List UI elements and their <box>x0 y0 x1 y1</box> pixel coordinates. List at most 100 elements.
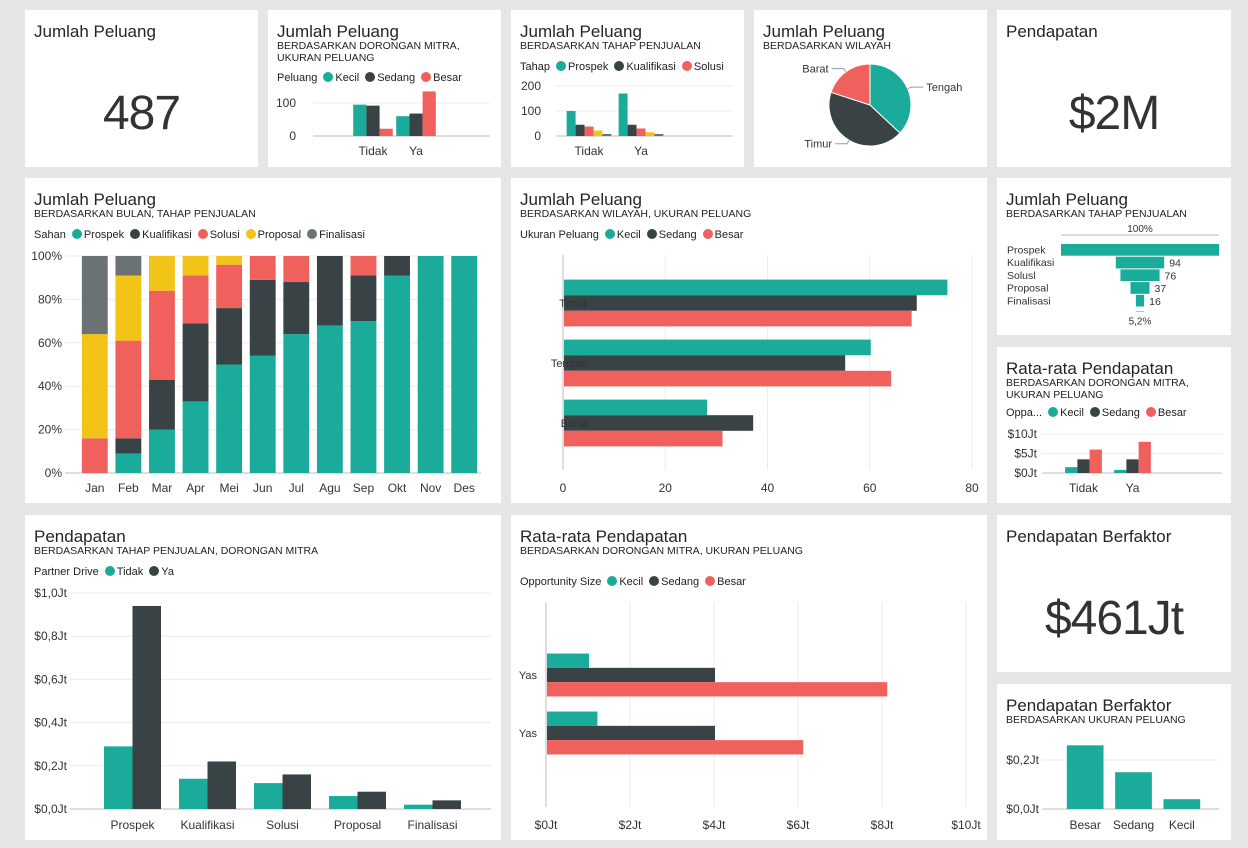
legend-item-proposal[interactable]: Proposal <box>245 229 301 241</box>
bar-solusi[interactable] <box>182 275 209 324</box>
bar-ya[interactable] <box>207 761 237 809</box>
bar-kualifikasi[interactable] <box>283 282 310 335</box>
bar-kualifikasi[interactable] <box>384 256 410 276</box>
funnel-bar-finalisasi[interactable] <box>1135 294 1145 307</box>
bar-prospek[interactable] <box>384 275 410 473</box>
bar-kecil[interactable] <box>1065 467 1078 473</box>
bar-tidak[interactable] <box>254 783 283 809</box>
bar-prospek[interactable] <box>350 321 377 473</box>
bar-kecil[interactable] <box>564 339 871 356</box>
bar-pendapatan-berfaktor[interactable] <box>1115 772 1152 809</box>
bar-besar[interactable] <box>547 740 804 755</box>
bar-kualifikasi[interactable] <box>249 279 276 356</box>
bar-besar[interactable] <box>564 310 912 327</box>
bar-kualifikasi[interactable] <box>627 124 637 136</box>
bar-proposal[interactable] <box>645 132 655 136</box>
bar-kecil[interactable] <box>353 104 367 136</box>
bar-tidak[interactable] <box>329 796 358 809</box>
bar-finalisasi[interactable] <box>602 134 612 136</box>
bar-prospek[interactable] <box>182 401 209 473</box>
bar-solusi[interactable] <box>216 264 243 309</box>
chart-card-peluang-bulan[interactable]: 0% 20% 40% 60% 80% 100% Jan Feb Mar Apr Mei Jun Jul A… <box>25 178 501 503</box>
bar-proposal[interactable] <box>593 130 603 137</box>
legend-item-finalisasi[interactable]: Finalisasi <box>307 229 365 241</box>
bar-kualifikasi[interactable] <box>115 438 142 454</box>
bar-prospek[interactable] <box>566 111 576 136</box>
bar-sedang[interactable] <box>366 105 380 136</box>
legend-item-kecil[interactable]: Kecil <box>607 576 643 588</box>
bar-sedang[interactable] <box>1126 459 1139 473</box>
bar-solusi[interactable] <box>636 128 646 137</box>
bar-solusi[interactable] <box>81 438 108 473</box>
funnel-bar-kualifikasi[interactable] <box>1115 256 1165 269</box>
funnel-bar-prospek[interactable] <box>1061 244 1219 256</box>
kpi-card-jumlah-peluang[interactable]: Jumlah Peluang 487 <box>25 10 258 167</box>
bar-prospek[interactable] <box>216 364 243 474</box>
bar-solusi[interactable] <box>283 256 310 283</box>
bar-sedang[interactable] <box>564 415 754 431</box>
bar-solusi[interactable] <box>584 126 594 137</box>
chart-card-peluang-wilayah[interactable]: Tengah Timur Barat Jumlah Peluang BERDASAR… <box>754 10 987 167</box>
legend-item-prospek[interactable]: Prospek <box>71 229 124 241</box>
legend-item-kualifikasi[interactable]: Kualifikasi <box>614 61 676 73</box>
legend-item-besar[interactable]: Besar <box>705 576 746 588</box>
legend-item-sedang[interactable]: Sedang <box>365 72 415 84</box>
bar-tidak[interactable] <box>404 804 433 809</box>
bar-kecil[interactable] <box>547 653 589 668</box>
chart-card-pendapatan-tahap[interactable]: $0,0Jt $0,2Jt $0,4Jt $0,6Jt $0,8Jt $1,0Jt Pros… <box>25 515 501 840</box>
bar-proposal[interactable] <box>115 275 142 341</box>
bar-kualifikasi[interactable] <box>575 124 585 136</box>
bar-ya[interactable] <box>357 791 387 809</box>
bar-sedang[interactable] <box>564 355 846 371</box>
bar-kualifikasi[interactable] <box>216 308 243 365</box>
kpi-card-pendapatan-berfaktor[interactable]: Pendapatan Berfaktor $461Jt <box>997 515 1231 672</box>
bar-besar[interactable] <box>422 91 436 136</box>
legend-item-besar[interactable]: Besar <box>1145 407 1187 419</box>
bar-besar[interactable] <box>564 370 892 387</box>
chart-card-berfaktor-ukuran[interactable]: $0,0Jt $0,2Jt Besar Sedang Kecil Pendapatan … <box>997 684 1231 840</box>
bar-solusi[interactable] <box>249 256 276 280</box>
bar-solusi[interactable] <box>115 340 142 439</box>
bar-sedang[interactable] <box>1077 459 1090 473</box>
bar-solusi[interactable] <box>149 290 175 380</box>
pie-slice-barat[interactable] <box>830 63 871 106</box>
bar-prospek[interactable] <box>618 93 628 137</box>
bar-kecil[interactable] <box>564 399 708 416</box>
bar-besar[interactable] <box>379 128 393 136</box>
bar-besar[interactable] <box>1138 441 1151 473</box>
bar-prospek[interactable] <box>283 334 310 473</box>
bar-solusi[interactable] <box>350 256 377 276</box>
bar-finalisasi[interactable] <box>654 134 664 136</box>
chart-card-rata-pendapatan-small[interactable]: $0Jt $5Jt $10Jt Tidak Ya Rata-rata Pendapata… <box>997 347 1231 503</box>
bar-kualifikasi[interactable] <box>149 379 175 430</box>
bar-pendapatan-berfaktor[interactable] <box>1066 745 1104 809</box>
funnel-bar-proposal[interactable] <box>1130 282 1150 294</box>
bar-besar[interactable] <box>564 430 723 447</box>
legend-item-sedang[interactable]: Sedang <box>1089 407 1140 419</box>
bar-proposal[interactable] <box>149 256 175 291</box>
legend-item-besar[interactable]: Besar <box>702 229 743 241</box>
bar-finalisasi[interactable] <box>115 256 142 276</box>
bar-sedang[interactable] <box>547 725 715 741</box>
bar-ya[interactable] <box>432 800 462 809</box>
bar-proposal[interactable] <box>81 334 108 439</box>
chart-card-peluang-tahap[interactable]: 0 100 200 Tidak Ya Jumlah Peluang BERDASARKA… <box>511 10 744 167</box>
bar-prospek[interactable] <box>149 429 175 473</box>
bar-kecil[interactable] <box>1114 469 1127 473</box>
bar-finalisasi[interactable] <box>81 256 108 335</box>
legend-item-kecil[interactable]: Kecil <box>323 72 359 84</box>
legend-item-solusi[interactable]: Solusi <box>681 61 724 73</box>
legend-item-kecil[interactable]: Kecil <box>1048 407 1084 419</box>
pie-slice-timur[interactable] <box>828 91 901 147</box>
legend-item-solusi[interactable]: Solusi <box>197 229 240 241</box>
bar-sedang[interactable] <box>409 113 423 136</box>
bar-ya[interactable] <box>282 774 312 809</box>
chart-card-peluang-wilayah-ukuran[interactable]: 0 20 40 60 80 Timur Tengah Barat Jumlah Peluang… <box>511 178 987 503</box>
legend-item-besar[interactable]: Besar <box>421 72 462 84</box>
legend-item-kecil[interactable]: Kecil <box>604 229 641 241</box>
bar-sedang[interactable] <box>547 667 715 683</box>
chart-card-funnel-tahap[interactable]: 100% Prospek Kualifikasi 94 Solusl 76 Proposal… <box>997 178 1231 335</box>
bar-kecil[interactable] <box>564 279 948 296</box>
bar-pendapatan-berfaktor[interactable] <box>1163 799 1201 809</box>
bar-tidak[interactable] <box>104 746 133 809</box>
